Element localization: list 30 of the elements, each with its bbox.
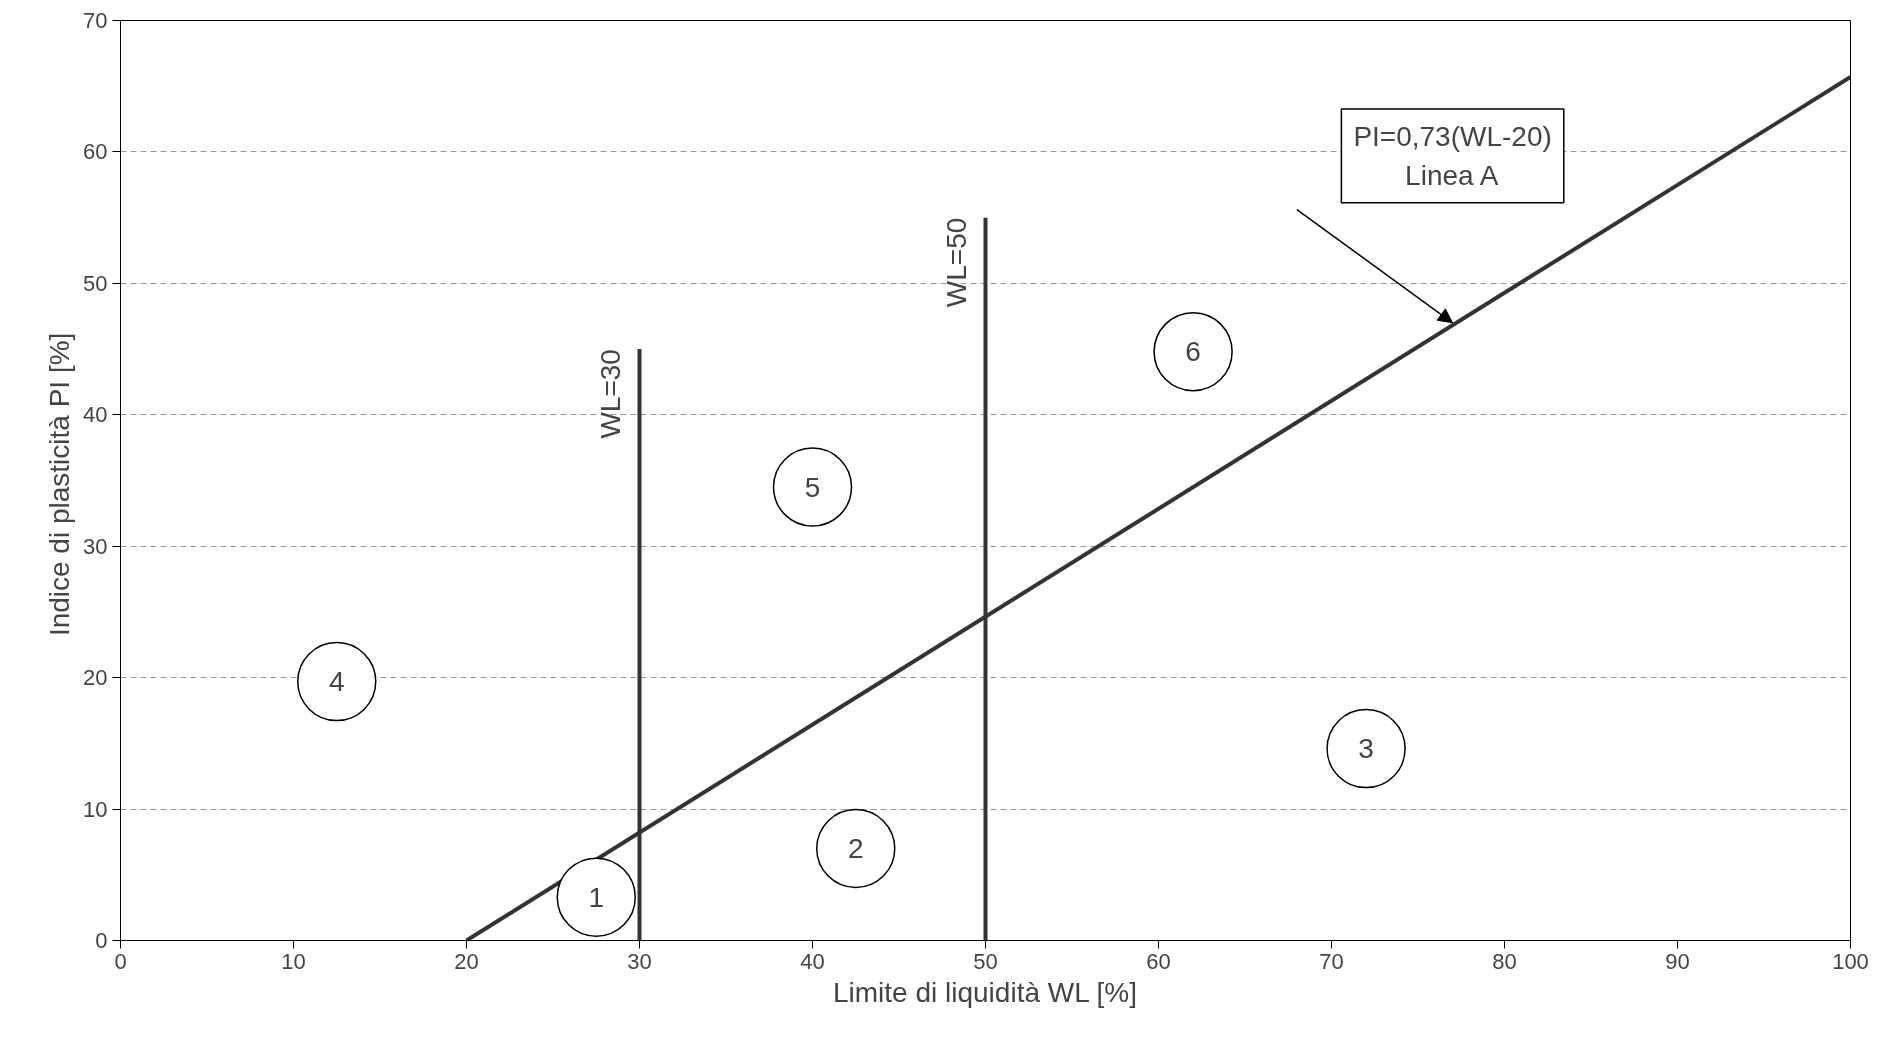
annotation: 3 [1358,733,1374,765]
y-tick-label: 30 [83,533,108,559]
x-tick-label: 50 [973,948,998,974]
annotation: 5 [804,471,821,503]
y-tick-label: 40 [83,402,108,428]
x-tick-label: 100 [1832,948,1869,974]
y-tick-label: 10 [83,796,108,822]
x-tick-label: 80 [1492,948,1517,974]
x-tick-label: 40 [800,948,825,974]
text: WL=30 [594,349,626,439]
x-tick-label: 10 [281,948,306,974]
annotation: 4 [328,666,345,698]
y-axis-title: Indice di plasticità PI [%] [44,332,76,637]
x-tick-label: 90 [1665,948,1690,974]
x-tick-label: 0 [114,948,127,974]
x-tick-label: 60 [1146,948,1171,974]
y-tick-label: 20 [83,665,108,691]
y-tick-label: 0 [95,928,108,953]
text: WL=50 [940,217,972,308]
x-tick-label: 20 [454,948,479,974]
annotation: 6 [1185,336,1201,368]
x-axis-title: Limite di liquidità WL [%] [833,976,1137,1008]
annotation: PI=0,73(WL-20) Linea A [1353,121,1552,191]
annotation: 2 [847,833,864,864]
annotation: 1 [588,881,605,913]
y-tick-label: 50 [83,270,108,296]
x-tick-label: 70 [1319,948,1344,974]
y-tick-label: 70 [83,8,108,33]
x-tick-label: 30 [627,948,652,974]
y-tick-label: 60 [83,139,108,165]
